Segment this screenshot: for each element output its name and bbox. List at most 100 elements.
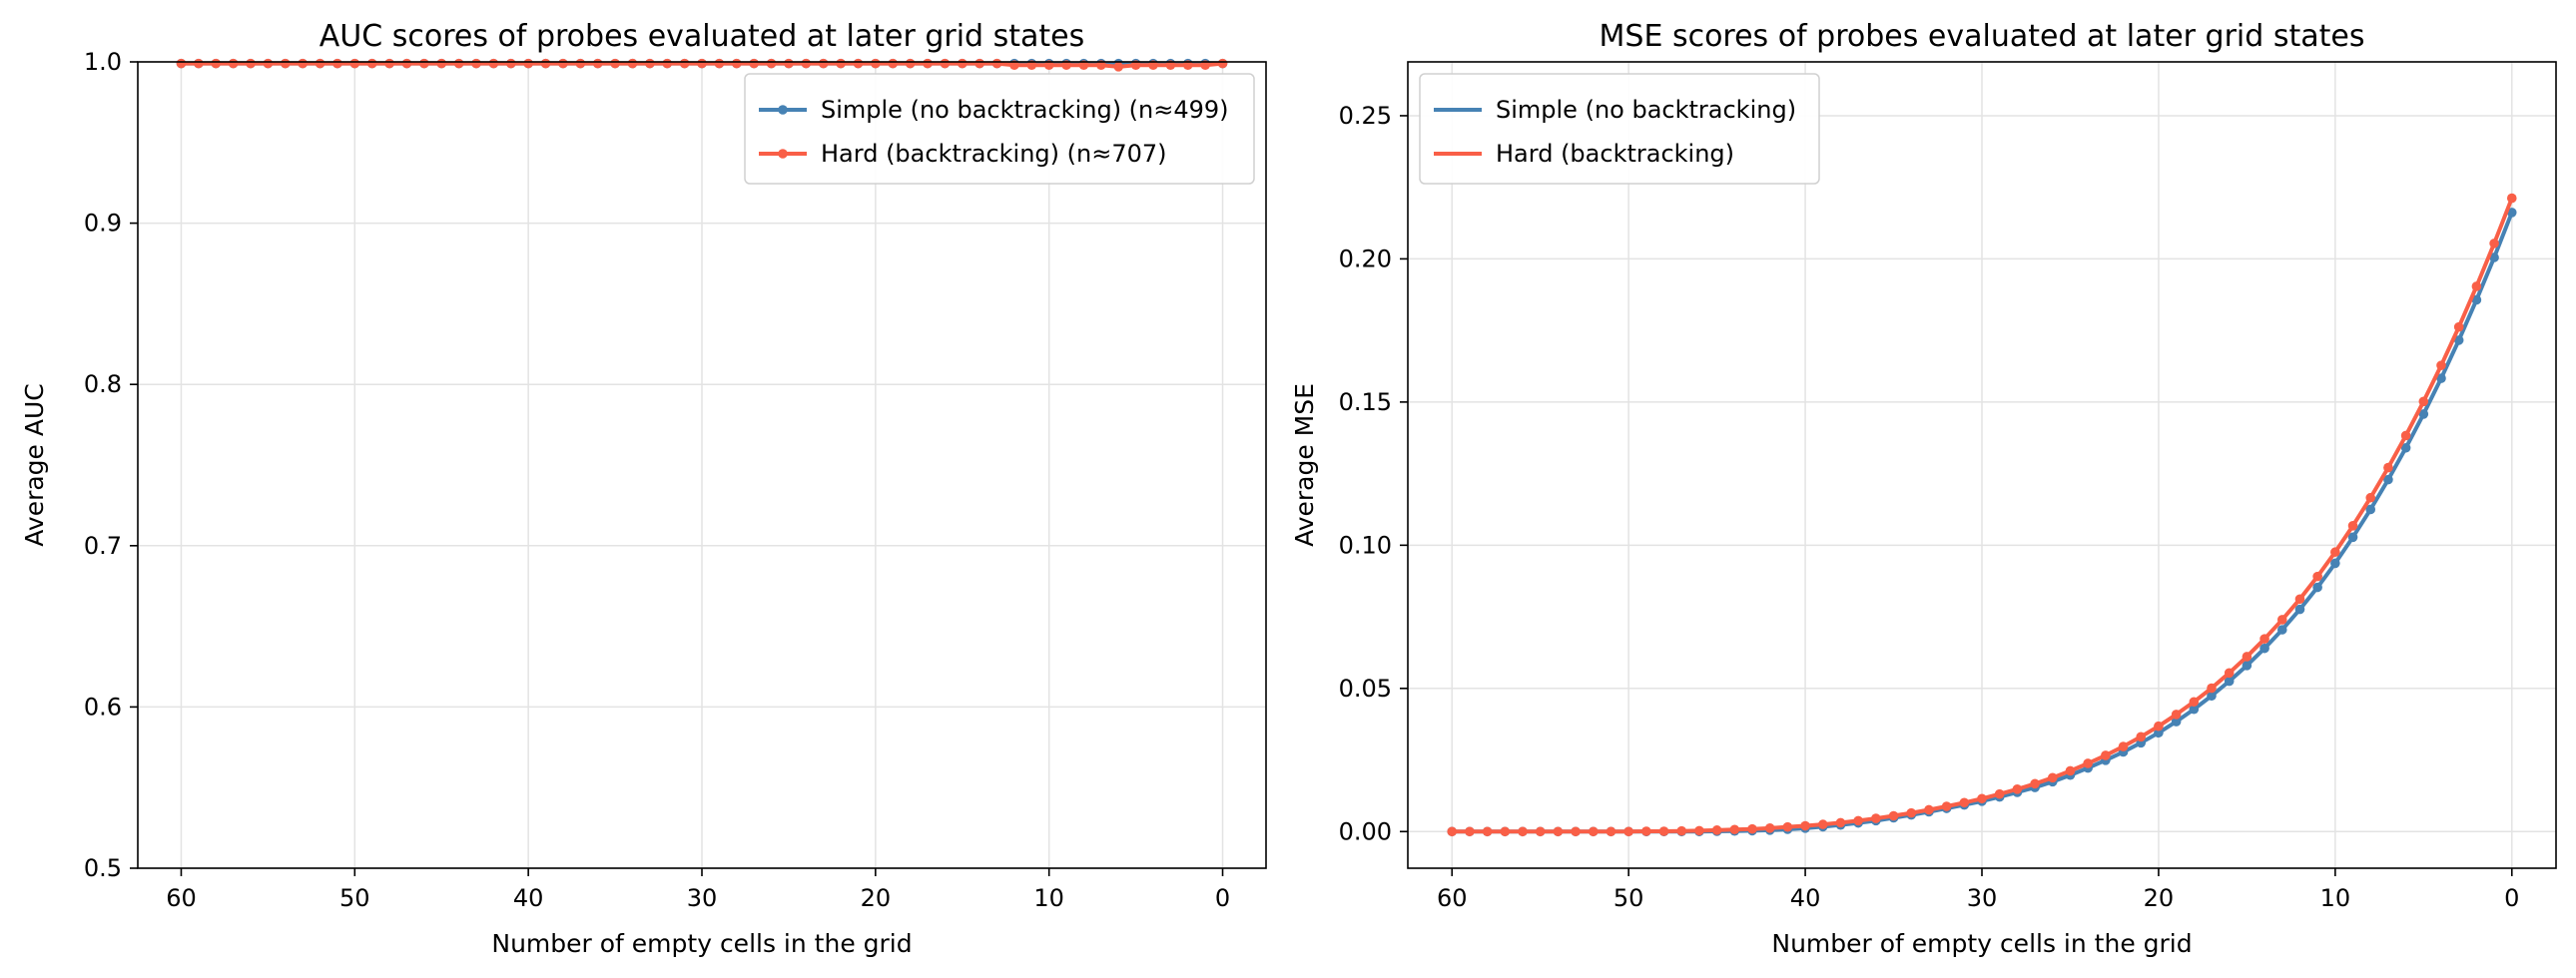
x-tick-label: 50 bbox=[339, 884, 370, 912]
series-point bbox=[592, 58, 603, 69]
y-tick-label: 1.0 bbox=[84, 48, 122, 76]
series-point bbox=[679, 58, 690, 69]
series-point bbox=[1553, 826, 1564, 837]
series-point bbox=[1782, 821, 1793, 832]
x-tick-label: 0 bbox=[1215, 884, 1230, 912]
series-point bbox=[1977, 793, 1987, 804]
series-point bbox=[957, 58, 967, 69]
series-point bbox=[818, 58, 829, 69]
series-point bbox=[2330, 547, 2340, 558]
legend-entry-label: Hard (backtracking) (n≈707) bbox=[821, 140, 1167, 168]
series-point bbox=[1148, 60, 1158, 71]
series-point bbox=[1482, 826, 1493, 837]
y-tick-label: 0.10 bbox=[1339, 531, 1392, 559]
x-tick-label: 40 bbox=[1790, 884, 1821, 912]
x-tick-label: 20 bbox=[861, 884, 892, 912]
series-point bbox=[1009, 60, 1019, 71]
series-point bbox=[2259, 634, 2269, 644]
series-point bbox=[2383, 474, 2393, 485]
series-point bbox=[1641, 826, 1651, 836]
series-point bbox=[1217, 58, 1228, 69]
series-point bbox=[1061, 60, 1071, 71]
series-point bbox=[662, 58, 673, 69]
series-point bbox=[1518, 826, 1528, 837]
series-point bbox=[2118, 741, 2129, 751]
legend-box bbox=[744, 73, 1255, 185]
chart-title: MSE scores of probes evaluated at later … bbox=[1600, 19, 2365, 54]
legend-entry-label: Simple (no backtracking) bbox=[1496, 96, 1796, 124]
series-point bbox=[1817, 819, 1828, 829]
series-point bbox=[801, 58, 812, 69]
x-tick-label: 30 bbox=[1967, 884, 1998, 912]
series-point bbox=[2224, 676, 2235, 687]
series-point bbox=[766, 58, 777, 69]
series-point bbox=[401, 58, 412, 69]
series-point bbox=[228, 58, 239, 69]
legend: Simple (no backtracking) Hard (backtracki… bbox=[1419, 73, 1820, 185]
series-point bbox=[645, 58, 655, 69]
series-point bbox=[2242, 652, 2253, 662]
x-tick-label: 40 bbox=[513, 884, 544, 912]
series-point bbox=[419, 58, 429, 69]
series-point bbox=[888, 58, 899, 69]
series-point bbox=[298, 58, 308, 69]
x-tick-label: 60 bbox=[1437, 884, 1468, 912]
series-point bbox=[2436, 373, 2446, 383]
series-point bbox=[2383, 462, 2393, 473]
series-point bbox=[2400, 430, 2411, 441]
series-point bbox=[1043, 60, 1054, 71]
series-point bbox=[1729, 824, 1740, 835]
series-point bbox=[263, 58, 274, 69]
series-point bbox=[2400, 442, 2411, 453]
series-point bbox=[540, 58, 551, 69]
legend-box bbox=[1419, 73, 1820, 185]
series-point bbox=[2224, 668, 2235, 679]
series-point bbox=[1994, 788, 2005, 799]
series-point bbox=[991, 58, 1002, 69]
y-tick-label: 0.8 bbox=[84, 370, 122, 398]
series-point bbox=[2207, 683, 2217, 694]
y-tick-label: 0.20 bbox=[1339, 244, 1392, 272]
series-point bbox=[2189, 697, 2200, 708]
series-point bbox=[2083, 758, 2093, 768]
series-point bbox=[1711, 825, 1722, 835]
series-point bbox=[2347, 521, 2358, 531]
series-point bbox=[2154, 728, 2164, 738]
y-axis-label: Average AUC bbox=[20, 383, 49, 546]
series-point bbox=[923, 58, 933, 69]
series-point bbox=[784, 58, 794, 69]
series-point bbox=[211, 58, 222, 69]
y-tick-label: 0.6 bbox=[84, 693, 122, 721]
series-point bbox=[2365, 492, 2376, 503]
y-tick-label: 0.7 bbox=[84, 532, 122, 560]
x-tick-label: 10 bbox=[1033, 884, 1064, 912]
series-point bbox=[280, 58, 291, 69]
series-point bbox=[2453, 321, 2464, 332]
series-point bbox=[1623, 826, 1633, 837]
series-point bbox=[366, 58, 377, 69]
series-point bbox=[2489, 239, 2499, 248]
series-point bbox=[1764, 823, 1775, 833]
series-point bbox=[871, 58, 881, 69]
series-point bbox=[731, 58, 742, 69]
series-point bbox=[2207, 691, 2217, 702]
series-point bbox=[2418, 396, 2429, 407]
series-point bbox=[749, 58, 759, 69]
series-point bbox=[2154, 721, 2164, 732]
series-point bbox=[1113, 62, 1124, 72]
series-point bbox=[714, 58, 725, 69]
series-point bbox=[2312, 571, 2322, 582]
series-point bbox=[1906, 807, 1917, 818]
series-point bbox=[1888, 810, 1899, 821]
series-point bbox=[315, 58, 325, 69]
x-axis-label: Number of empty cells in the grid bbox=[1771, 929, 2192, 958]
series-point bbox=[2294, 604, 2305, 615]
series-point bbox=[1853, 815, 1863, 826]
series-point bbox=[627, 58, 638, 69]
series-point bbox=[1447, 826, 1458, 837]
series-point bbox=[1535, 826, 1546, 837]
x-axis-label: Number of empty cells in the grid bbox=[491, 929, 912, 958]
series-point bbox=[505, 58, 516, 69]
series-point bbox=[176, 58, 187, 69]
series-point bbox=[349, 58, 360, 69]
